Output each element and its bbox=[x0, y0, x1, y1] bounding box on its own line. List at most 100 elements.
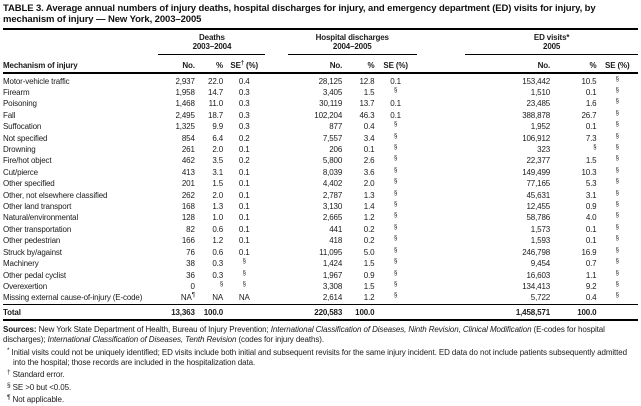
table-row: Struck by/against 76 0.6 0.1 11,095 5.0 § 246,7… bbox=[3, 247, 638, 258]
spacer bbox=[417, 178, 465, 189]
se-cell: 0.1 bbox=[238, 224, 250, 234]
no-cell: 323 bbox=[537, 145, 551, 155]
table-row: Drowning 261 2.0 0.1 206 0.1 § 323 § § bbox=[3, 144, 638, 155]
se-cell: 0.1 bbox=[238, 145, 250, 155]
row-label: Drowning bbox=[3, 145, 36, 155]
se-cell: § bbox=[615, 178, 619, 185]
spacer bbox=[265, 224, 287, 235]
spacer bbox=[265, 178, 287, 189]
table-body: Motor-vehicle traffic 2,937 22.0 0.4 28,125 1… bbox=[3, 73, 638, 321]
pct-cell: 1.0 bbox=[212, 213, 224, 223]
pct-cell: 0.3 bbox=[212, 270, 224, 280]
se-cell: § bbox=[615, 75, 619, 82]
spacer bbox=[417, 247, 465, 258]
se-cell: § bbox=[242, 281, 246, 288]
spacer bbox=[417, 235, 465, 246]
footnote: ¶ Not applicable. bbox=[7, 394, 64, 405]
no-cell: 1,958 bbox=[175, 88, 195, 97]
pct-cell: 0.1 bbox=[585, 88, 597, 97]
footnote: † Standard error. bbox=[7, 369, 65, 380]
se-cell: § bbox=[615, 269, 619, 276]
no-cell: 1,510 bbox=[530, 88, 551, 97]
no-cell: 8,039 bbox=[322, 167, 343, 177]
se-cell bbox=[596, 303, 638, 321]
se-cell: § bbox=[615, 247, 619, 254]
se-cell: § bbox=[615, 132, 619, 139]
table-row: Motor-vehicle traffic 2,937 22.0 0.4 28,125 1… bbox=[3, 73, 638, 87]
group-header-ed-visits: ED visits* 2005 bbox=[465, 28, 638, 55]
pct-cell: 1.2 bbox=[363, 213, 375, 223]
pct-cell: 10.5 bbox=[581, 76, 597, 86]
no-cell: 28,125 bbox=[318, 76, 343, 86]
no-cell: 38 bbox=[186, 259, 195, 269]
se-cell: § bbox=[394, 190, 398, 196]
se-cell: § bbox=[615, 121, 619, 128]
row-label: Other pedestrian bbox=[3, 236, 61, 246]
no-cell: 76 bbox=[186, 247, 195, 257]
pct-cell: 12.8 bbox=[359, 76, 375, 86]
se-cell: § bbox=[615, 167, 619, 174]
no-cell: 12,455 bbox=[526, 202, 551, 212]
se-cell: § bbox=[615, 281, 619, 288]
se-cell: § bbox=[615, 212, 619, 219]
table-row: Machinery 38 0.3 § 1,424 1.5 § 9,454 0.7 § bbox=[3, 258, 638, 269]
column-header-pct: % bbox=[194, 54, 223, 74]
row-label: Other land transport bbox=[3, 202, 72, 212]
pct-cell: 9.2 bbox=[585, 281, 597, 291]
se-cell: 0.1 bbox=[238, 167, 250, 177]
pct-cell: 0.1 bbox=[363, 145, 375, 155]
pct-cell: 1.5 bbox=[363, 259, 375, 269]
no-cell: 102,204 bbox=[314, 110, 343, 120]
table-row: Firearm 1,958 14.7 0.3 3,405 1.5 § 1,510 0.1 § bbox=[3, 87, 638, 98]
pct-cell: 1.5 bbox=[363, 281, 375, 291]
pct-cell: 2.0 bbox=[363, 179, 375, 189]
group-label: Hospital discharges bbox=[315, 32, 389, 42]
table-row: Fire/hot object 462 3.5 0.2 5,800 2.6 § 22,377 1… bbox=[3, 155, 638, 166]
group-label: ED visits* bbox=[533, 32, 570, 42]
spacer bbox=[417, 281, 465, 292]
no-cell: 2,665 bbox=[322, 213, 343, 223]
no-cell: 1,952 bbox=[530, 122, 551, 132]
spacer bbox=[265, 190, 287, 201]
row-label: Machinery bbox=[3, 259, 39, 269]
no-cell: 7,557 bbox=[322, 133, 343, 143]
group-header-hospital-discharges: Hospital discharges 2004–2005 bbox=[287, 28, 417, 55]
table-row: Suffocation 1,325 9.9 0.3 877 0.4 § 1,952 0.1 § bbox=[3, 121, 638, 132]
no-cell: 30,119 bbox=[319, 99, 343, 109]
footnote-marker: * bbox=[7, 346, 10, 354]
se-cell: § bbox=[242, 269, 246, 276]
table-row: Cut/pierce 413 3.1 0.1 8,039 3.6 § 149,499 10.3 § bbox=[3, 167, 638, 178]
no-cell: 261 bbox=[181, 145, 195, 155]
pct-cell: 0.1 bbox=[585, 224, 597, 234]
pct-cell: 9.9 bbox=[212, 122, 224, 132]
table-row: Poisoning 1,468 11.0 0.3 30,119 13.7 0.1 23,485… bbox=[3, 98, 638, 109]
no-cell: 854 bbox=[181, 133, 195, 143]
no-cell: 388,878 bbox=[522, 110, 551, 120]
footnotes-list: * Initial visits could not be uniquely i… bbox=[3, 346, 639, 406]
row-label: Poisoning bbox=[3, 99, 37, 109]
no-cell: 22,377 bbox=[526, 156, 551, 166]
spacer bbox=[265, 212, 287, 223]
se-cell: 0.2 bbox=[238, 133, 250, 143]
pct-cell: 0.3 bbox=[212, 259, 224, 269]
no-cell: 36 bbox=[186, 270, 195, 280]
spacer bbox=[265, 270, 287, 281]
sources-segment: International Classification of Diseases… bbox=[47, 335, 237, 345]
column-header-no: No. bbox=[287, 54, 342, 74]
row-label: Not specified bbox=[3, 133, 48, 143]
spacer bbox=[417, 155, 465, 166]
no-cell: 106,912 bbox=[522, 133, 551, 143]
pct-cell: 4.0 bbox=[585, 213, 597, 223]
row-label: Total bbox=[3, 303, 159, 321]
sources-note: Sources: New York State Department of He… bbox=[3, 325, 639, 346]
se-cell bbox=[223, 303, 266, 321]
spacer bbox=[265, 87, 287, 98]
spacer bbox=[417, 29, 465, 55]
spacer bbox=[417, 73, 465, 87]
row-label: Other specified bbox=[3, 179, 55, 189]
pct-cell: 1.5 bbox=[212, 179, 224, 189]
se-cell: § bbox=[394, 121, 398, 128]
spacer bbox=[265, 29, 287, 55]
spacer bbox=[265, 144, 287, 155]
total-row: Total 13,363 100.0 220,583 100.0 1,458,571 100… bbox=[3, 303, 638, 321]
